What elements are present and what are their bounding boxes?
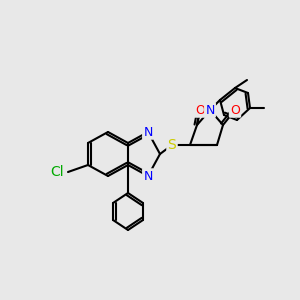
Text: N: N <box>143 169 153 182</box>
Text: Cl: Cl <box>50 165 64 179</box>
Text: O: O <box>195 103 205 116</box>
Text: N: N <box>205 103 215 116</box>
Text: N: N <box>143 125 153 139</box>
Text: O: O <box>230 103 240 116</box>
Text: S: S <box>168 138 176 152</box>
